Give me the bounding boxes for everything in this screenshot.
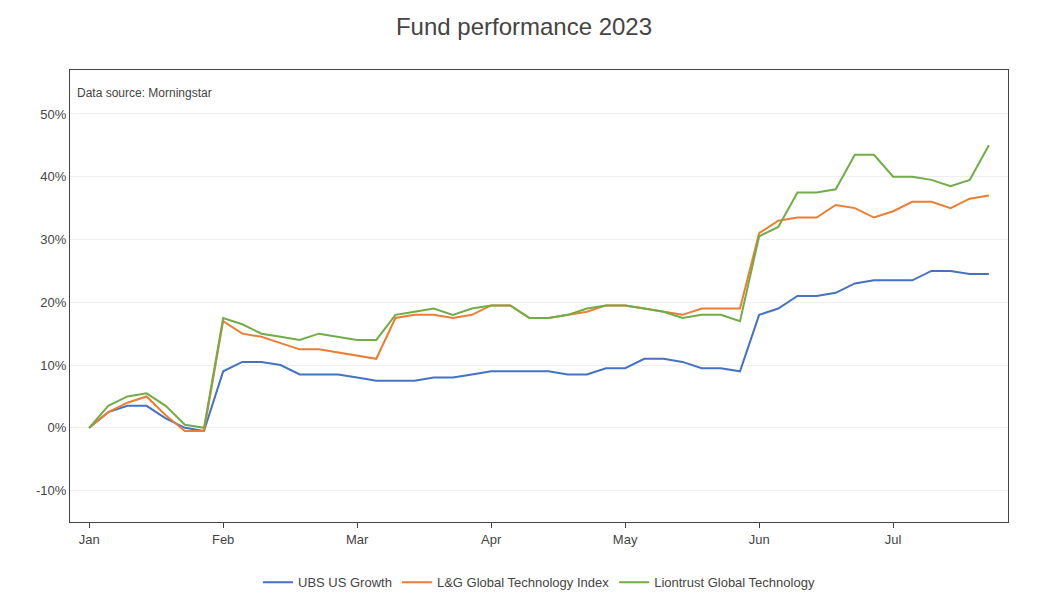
svg-text:20%: 20% [40,295,66,310]
svg-text:40%: 40% [40,169,66,184]
svg-text:Mar: Mar [346,532,369,547]
svg-text:Feb: Feb [212,532,234,547]
svg-text:Fund performance 2023: Fund performance 2023 [396,13,652,40]
svg-text:Jun: Jun [749,532,770,547]
svg-text:UBS US Growth: UBS US Growth [298,575,392,590]
svg-text:Jul: Jul [885,532,902,547]
svg-text:L&G Global Technology Index: L&G Global Technology Index [437,575,609,590]
svg-text:30%: 30% [40,232,66,247]
svg-text:-10%: -10% [36,483,67,498]
svg-text:10%: 10% [40,358,66,373]
svg-text:0%: 0% [48,420,67,435]
svg-text:Jan: Jan [79,532,100,547]
svg-text:May: May [613,532,638,547]
svg-text:50%: 50% [40,106,66,121]
svg-text:Apr: Apr [481,532,502,547]
svg-text:Data source: Morningstar: Data source: Morningstar [77,86,212,100]
svg-text:Liontrust Global Technology: Liontrust Global Technology [654,575,815,590]
